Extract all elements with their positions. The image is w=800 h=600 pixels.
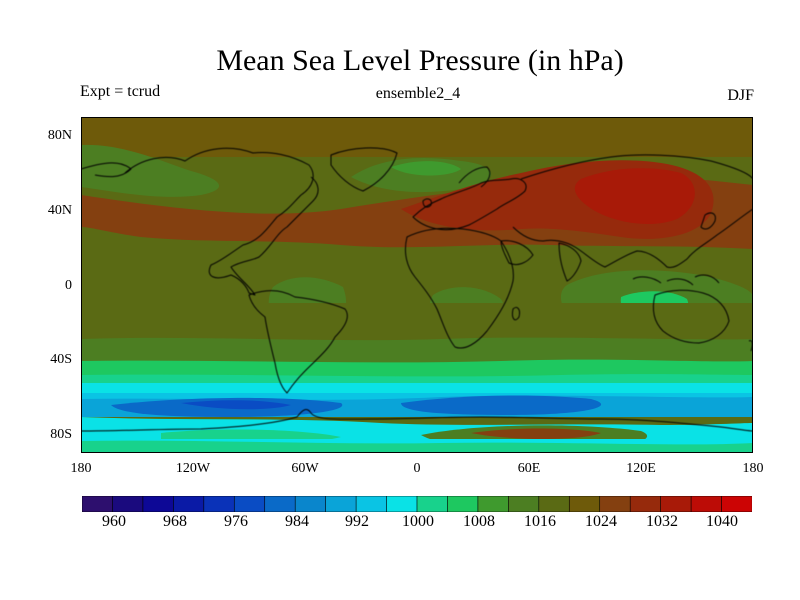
colorbar-swatch [264, 496, 296, 512]
lon-tick-label: 60W [291, 461, 319, 476]
coast-madagascar [512, 306, 520, 321]
colorbar-swatch [477, 496, 509, 512]
colorbar-swatch [386, 496, 418, 512]
coast-japan [700, 212, 716, 230]
map-frame [81, 117, 753, 453]
colorbar-swatch [203, 496, 235, 512]
colorbar-swatch [416, 496, 448, 512]
colorbar-label: 960 [102, 513, 126, 530]
coast-europe [412, 178, 527, 231]
lat-tick-label: 40S [50, 352, 72, 367]
colorbar-swatch [82, 496, 113, 512]
colorbar-swatch [447, 496, 479, 512]
lat-tick-label: 80N [47, 128, 72, 143]
colorbar-label: 1000 [402, 513, 434, 530]
lat-tick-label: 0 [65, 278, 72, 293]
colorbar-swatch [690, 496, 723, 512]
pressure-band-1024-antarctic [471, 428, 601, 439]
coast-greenland [330, 147, 398, 192]
colorbar-swatch [173, 496, 205, 512]
coast-indonesia [632, 274, 720, 286]
ensemble-label: ensemble2_4 [375, 85, 461, 102]
coast-british-isles [422, 198, 432, 208]
pressure-band-1008-pacific [81, 144, 220, 197]
coast-asia [512, 154, 753, 268]
lon-tick-label: 0 [413, 461, 421, 476]
coast-south-america [248, 290, 348, 394]
lon-tick-label: 180 [70, 461, 92, 476]
pressure-band-1036-siberia [574, 168, 695, 225]
colorbar-label: 992 [345, 513, 369, 530]
chart-title: Mean Sea Level Pressure (in hPa) [216, 44, 624, 77]
lat-tick-label: 40N [47, 203, 72, 218]
lon-tick-label: 60E [517, 461, 541, 476]
pressure-band-1020 [81, 117, 753, 157]
pressure-band-980-sh [181, 400, 291, 410]
colorbar-swatch [599, 496, 631, 512]
coast-north-america [124, 147, 319, 296]
colorbar-swatch [355, 496, 388, 512]
colorbar-swatch [629, 496, 662, 512]
colorbar-label: 968 [163, 513, 187, 530]
lon-tick-label: 180 [742, 461, 764, 476]
colorbar-swatch [721, 496, 752, 512]
lon-tick-label: 120W [175, 461, 211, 476]
colorbar-swatch [568, 496, 601, 512]
colorbar-swatch [508, 496, 540, 512]
lat-tick-label: 80S [50, 427, 72, 442]
coast-australia [652, 289, 730, 344]
coast-india [558, 242, 582, 282]
colorbar-label: 1024 [585, 513, 617, 530]
colorbar-label: 976 [224, 513, 248, 530]
pressure-map [81, 117, 753, 453]
colorbar-swatch [538, 496, 570, 512]
colorbar-swatch [294, 496, 327, 512]
experiment-label: Expt = tcrud [80, 83, 161, 100]
colorbar-swatch [142, 496, 174, 512]
colorbar [82, 496, 752, 512]
season-label: DJF [727, 87, 754, 104]
pressure-band-1016-sh [81, 303, 753, 343]
coastlines [81, 147, 753, 432]
colorbar-label: 1016 [524, 513, 556, 530]
colorbar-label: 984 [285, 513, 309, 530]
pressure-band-1004-atlantic [391, 161, 461, 176]
coast-scandinavia [458, 166, 491, 188]
colorbar-swatch [660, 496, 692, 512]
colorbar-label: 1040 [706, 513, 738, 530]
pressure-band-1004-sh [81, 359, 753, 379]
coast-antarctica [81, 409, 753, 432]
colorbar-swatch [112, 496, 144, 512]
coast-alaska [81, 162, 132, 178]
colorbar-label: 1008 [463, 513, 495, 530]
coast-africa [404, 227, 514, 349]
colorbar-swatch [233, 496, 266, 512]
colorbar-swatch [325, 496, 357, 512]
pressure-band-1004-polar [81, 440, 753, 453]
colorbar-label: 1032 [646, 513, 678, 530]
lon-tick-label: 120E [626, 461, 656, 476]
pressure-band-984-sh-east [401, 395, 602, 415]
coast-arabia [500, 240, 534, 266]
